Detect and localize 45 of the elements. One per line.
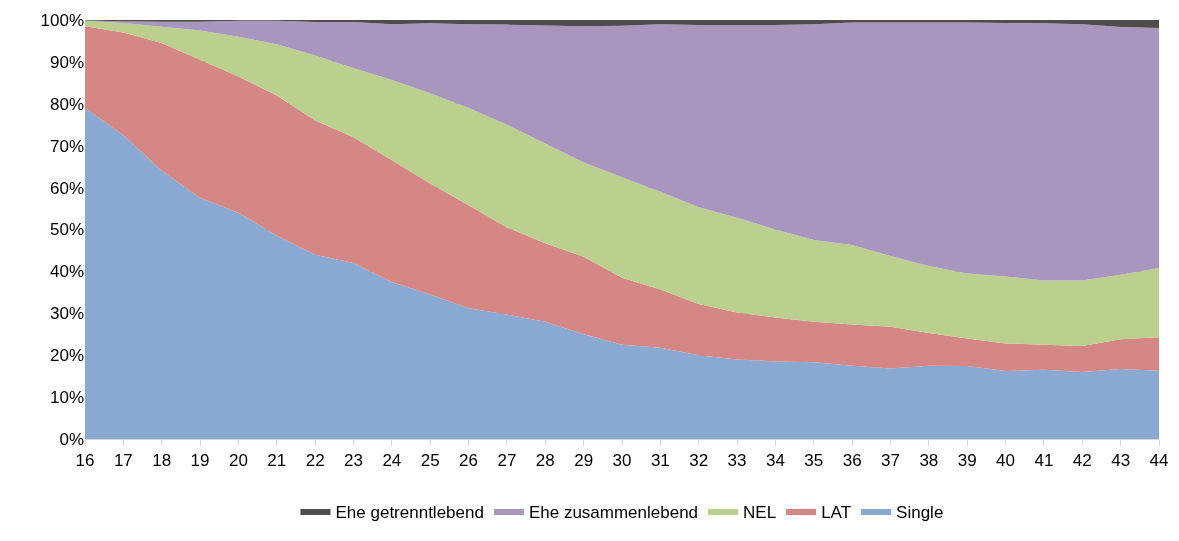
x-tick-label: 31 <box>650 451 670 471</box>
y-tick-label: 10% <box>49 388 84 408</box>
legend-label: Ehe zusammenlebend <box>528 502 699 522</box>
x-tick-label: 23 <box>344 451 363 471</box>
y-tick-label: 60% <box>49 178 84 198</box>
x-tick-label: 32 <box>689 451 709 471</box>
y-tick-label: 30% <box>49 304 84 324</box>
x-tick-label: 41 <box>1034 451 1054 471</box>
y-tick-label: 100% <box>40 10 84 30</box>
legend-label: Single <box>896 502 944 522</box>
x-tick-label: 29 <box>574 451 594 471</box>
legend-label: NEL <box>743 502 777 522</box>
x-tick-label: 39 <box>957 451 977 471</box>
x-tick-label: 44 <box>1149 451 1169 471</box>
y-tick-label: 50% <box>49 220 84 240</box>
x-tick-label: 37 <box>881 451 900 471</box>
y-tick-label: 20% <box>49 346 84 366</box>
x-tick-label: 22 <box>305 451 325 471</box>
legend-label: LAT <box>821 502 852 522</box>
x-tick-label: 17 <box>113 451 133 471</box>
x-tick-label: 30 <box>612 451 632 471</box>
x-tick-label: 27 <box>497 451 517 471</box>
x-tick-label: 42 <box>1072 451 1092 471</box>
y-tick-label: 70% <box>49 136 84 156</box>
x-tick-label: 28 <box>535 451 555 471</box>
x-tick-label: 20 <box>228 451 248 471</box>
x-tick-label: 19 <box>190 451 210 471</box>
x-tick-label: 43 <box>1111 451 1131 471</box>
x-tick-label: 34 <box>765 451 785 471</box>
x-tick-label: 40 <box>996 451 1016 471</box>
x-tick-label: 35 <box>804 451 824 471</box>
x-tick-label: 18 <box>152 451 172 471</box>
x-tick-label: 26 <box>459 451 479 471</box>
y-tick-label: 80% <box>49 94 84 114</box>
x-tick-label: 25 <box>420 451 440 471</box>
x-tick-label: 24 <box>382 451 402 471</box>
y-tick-label: 0% <box>59 429 84 449</box>
x-tick-label: 36 <box>842 451 862 471</box>
x-tick-label: 33 <box>727 451 747 471</box>
y-tick-label: 40% <box>49 262 84 282</box>
x-tick-label: 21 <box>267 451 287 471</box>
y-tick-label: 90% <box>49 52 84 72</box>
legend-label: Ehe getrenntlebend <box>335 502 484 522</box>
x-tick-label: 16 <box>75 451 95 471</box>
x-tick-label: 38 <box>919 451 939 471</box>
